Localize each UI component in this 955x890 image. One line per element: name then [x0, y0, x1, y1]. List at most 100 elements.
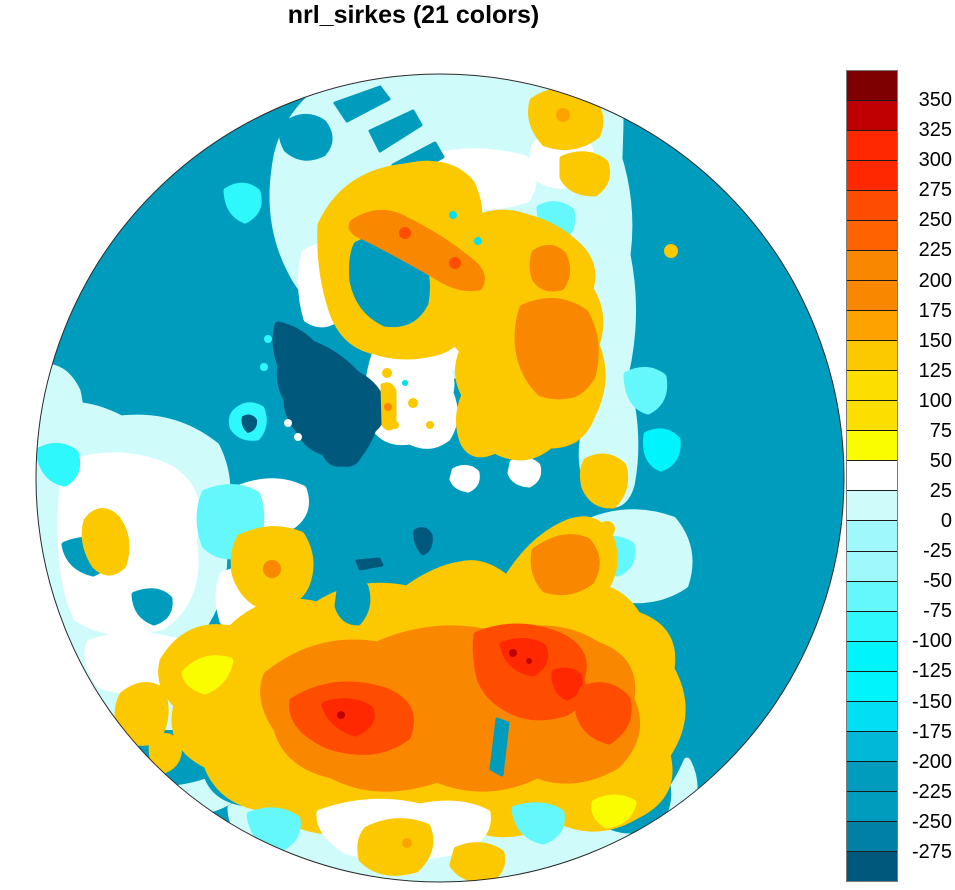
colorbar-segment — [847, 790, 897, 821]
colorbar-segment — [847, 460, 897, 491]
colorbar — [846, 70, 898, 882]
polar-map-svg — [35, 73, 845, 883]
region-cyan-right-col-1 — [623, 367, 668, 415]
region-channel-blob — [278, 114, 333, 161]
colorbar-segment — [847, 100, 897, 131]
region-novaya-sliver-2 — [413, 527, 433, 556]
colorbar-tick-label: 125 — [918, 359, 952, 382]
region-noise-cyan-2 — [474, 237, 482, 245]
region-greenland-fringe-cyan-2 — [260, 363, 268, 371]
colorbar-segment — [847, 850, 897, 881]
region-red-core-west-inner — [321, 698, 375, 737]
colorbar-tick-label: -225 — [911, 780, 952, 803]
colorbar-tick-label: 275 — [918, 179, 952, 202]
map-layers — [36, 74, 844, 882]
colorbar-tick-label: -250 — [911, 810, 952, 833]
colorbar-tick-label: -150 — [911, 690, 952, 713]
colorbar-segment — [847, 370, 897, 401]
region-noise-cyan-1 — [449, 211, 457, 219]
colorbar-tick-label: 150 — [918, 329, 952, 352]
region-darkred-speck-2 — [526, 658, 532, 664]
colorbar-segment — [847, 730, 897, 761]
region-scand-gold-dot-4 — [391, 421, 399, 429]
region-amber-bottom-dot — [402, 838, 412, 848]
region-inlet-left-2 — [131, 588, 173, 626]
colorbar-segment — [847, 340, 897, 371]
colorbar-segment — [847, 400, 897, 431]
region-gold-bottom-spot-2 — [449, 842, 506, 882]
polar-map — [35, 73, 845, 883]
colorbar-tick-label: 100 — [918, 389, 952, 412]
colorbar-tick-label: -50 — [923, 570, 952, 593]
colorbar-segment — [847, 250, 897, 281]
region-gold-tr-patch-2 — [559, 151, 611, 197]
region-channel-right-col — [631, 236, 670, 275]
region-cyan-left-edge — [36, 443, 81, 487]
colorbar-tick-label: 25 — [929, 480, 952, 503]
region-gold-left-streak — [81, 508, 130, 576]
region-scand-gold-dot-3 — [426, 421, 434, 429]
region-orange-ne-lobe — [530, 534, 600, 596]
colorbar-segment — [847, 310, 897, 341]
region-white-pole-3 — [449, 464, 480, 493]
colorbar-tick-label: -125 — [911, 660, 952, 683]
colorbar-tick-label: 225 — [918, 239, 952, 262]
colorbar-tick-label: 350 — [918, 89, 952, 112]
region-cyan-band-2 — [511, 802, 565, 845]
region-channel-2 — [333, 85, 391, 123]
colorbar-segment — [847, 130, 897, 161]
colorbar-segment — [847, 71, 897, 101]
colorbar-tick-label: -175 — [911, 720, 952, 743]
region-gold-right-edge-dot — [664, 244, 678, 258]
colorbar-tick-label: 325 — [918, 119, 952, 142]
colorbar-tick-label: 0 — [940, 510, 952, 533]
colorbar-segment — [847, 550, 897, 581]
chart-title: nrl_sirkes (21 colors) — [287, 1, 540, 29]
region-ridge-red-2 — [449, 257, 461, 269]
colorbar-tick-label: 175 — [918, 299, 952, 322]
region-channel-3 — [368, 109, 423, 153]
colorbar-tick-label: 250 — [918, 209, 952, 232]
colorbar-segment — [847, 520, 897, 551]
region-darkred-speck-3 — [337, 711, 345, 719]
colorbar-tick-label: -100 — [911, 630, 952, 653]
colorbar-tick-label: 200 — [918, 269, 952, 292]
colorbar-segment — [847, 700, 897, 731]
region-scand-gold-dot-1 — [382, 368, 392, 378]
region-gold-sw-spot-2 — [148, 733, 182, 774]
region-darkred-speck-1 — [509, 649, 517, 657]
region-noise-cyan-3 — [402, 380, 408, 386]
colorbar-segment — [847, 640, 897, 671]
colorbar-segment — [847, 190, 897, 221]
region-red-core-east-inner-2 — [551, 667, 583, 701]
colorbar-segment — [847, 280, 897, 311]
region-ural-orange-finger — [529, 245, 570, 292]
region-iceland-core — [241, 414, 258, 433]
colorbar-segment — [847, 610, 897, 641]
region-greenland-white-1 — [284, 419, 292, 427]
colorbar-segment — [847, 430, 897, 461]
region-amber-tr-dot — [556, 108, 570, 122]
region-gold-bottom-spot-1 — [357, 818, 434, 876]
colorbar-segment — [847, 760, 897, 791]
colorbar-tick-label: -75 — [923, 600, 952, 623]
region-baikal-lake — [489, 717, 510, 777]
region-red-core-far-east — [575, 682, 632, 745]
region-scand-gold-dot-2 — [408, 398, 418, 408]
region-gold-bridge — [579, 453, 629, 509]
colorbar-segment — [847, 220, 897, 251]
colorbar-tick-label: 75 — [929, 419, 952, 442]
region-yellow-fringe-1 — [181, 655, 234, 695]
region-cyan-top-left — [223, 182, 262, 224]
region-gold-bering-dot — [599, 521, 615, 537]
region-greenland-icecap — [272, 321, 386, 467]
region-cyan-right-col-2 — [643, 428, 681, 472]
region-gold-fringe-south — [518, 389, 588, 447]
region-cyan-band-1 — [246, 807, 301, 853]
colorbar-tick-label: 300 — [918, 149, 952, 172]
map-boundary-circle — [35, 73, 845, 883]
region-scandes-ridge — [348, 210, 485, 292]
region-ridge-red-1 — [399, 227, 411, 239]
colorbar-segment — [847, 490, 897, 521]
region-yellow-fringe-3 — [591, 794, 637, 829]
